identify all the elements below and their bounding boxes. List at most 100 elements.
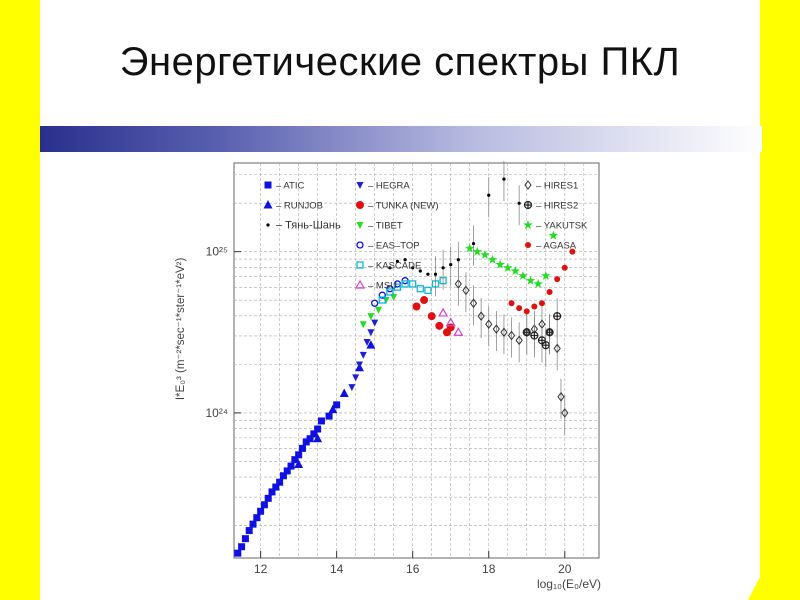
data-point (500, 327, 508, 338)
series-msu (438, 307, 464, 336)
data-point (283, 467, 291, 475)
small-dot-mark (403, 258, 407, 262)
data-point (366, 340, 376, 349)
data-point (352, 374, 360, 382)
data-point (545, 328, 554, 337)
data-point (411, 266, 415, 270)
legend-item: – TIBET (356, 221, 403, 232)
small-dot-mark (487, 193, 491, 197)
data-point (469, 298, 478, 309)
data-point (438, 307, 449, 317)
legend-marker (356, 261, 364, 269)
triangle-mark (328, 404, 338, 414)
data-point (445, 317, 456, 327)
triangle-mark (263, 200, 273, 209)
data-point (302, 438, 310, 446)
legend-label: – HEGRA (368, 181, 410, 192)
circle-open-mark (378, 291, 386, 299)
legend-marker (356, 241, 364, 249)
data-point (569, 248, 576, 255)
data-point (401, 280, 409, 288)
y-axis-label: I*E₀³ (m⁻²*sec⁻¹*ster⁻¹*eV²) (175, 257, 187, 400)
legend-item: – TUNKA (NEW) (356, 201, 439, 212)
square-mark (253, 514, 261, 522)
data-point (238, 543, 246, 551)
square-mark (260, 501, 268, 509)
data-point (409, 280, 417, 288)
title-underline-bar (40, 126, 762, 152)
data-point (507, 330, 516, 341)
small-dot-mark (456, 258, 460, 262)
data-point (420, 296, 429, 305)
dot-mark (516, 305, 523, 312)
dot-mark (554, 276, 561, 283)
star-mark (518, 270, 528, 280)
legend-label: – HIRES1 (536, 181, 578, 192)
legend-marker (524, 180, 532, 190)
data-point (313, 433, 323, 443)
data-point (382, 297, 390, 305)
data-point (516, 305, 523, 312)
triangle-down-mark (356, 182, 364, 189)
data-point (310, 430, 318, 438)
data-point (272, 483, 280, 491)
data-point (508, 300, 515, 307)
data-point (268, 488, 276, 496)
legend-marker (263, 200, 273, 209)
star-mark (465, 243, 475, 253)
data-point (541, 341, 550, 350)
data-point (531, 303, 538, 310)
legend-item: – KASCADE (356, 261, 421, 272)
square-mark (333, 401, 341, 409)
series-тянь-шань (388, 161, 521, 297)
square-mark (302, 438, 310, 446)
y-tick-label: 10²⁵ (206, 245, 228, 259)
series-atic (234, 401, 341, 557)
legend-item: – MSU (354, 279, 397, 292)
square-open-mark (386, 288, 394, 296)
small-dot-mark (517, 201, 521, 205)
circle-open-mark (371, 299, 379, 307)
data-point (412, 302, 421, 311)
data-point (386, 288, 394, 296)
data-point (426, 272, 430, 276)
legend-item: – EAS–TOP (356, 241, 420, 252)
star-mark (503, 262, 513, 272)
square-open-mark (356, 261, 364, 269)
series-hegra (348, 319, 379, 392)
legend-label: – AGASA (536, 241, 577, 252)
triangle-mark (313, 433, 323, 443)
data-point (276, 478, 284, 486)
diamond-open-mark (454, 279, 462, 289)
square-mark (264, 181, 272, 189)
legend-label: – HIRES2 (536, 201, 578, 212)
data-point (523, 308, 530, 315)
square-mark (298, 444, 306, 452)
square-mark (245, 527, 253, 535)
data-point (418, 269, 422, 273)
data-point (371, 319, 379, 327)
star-mark (510, 266, 521, 276)
data-point (471, 242, 476, 246)
x-tick-label: 18 (482, 562, 496, 576)
data-point (492, 324, 500, 334)
axes: 12 14 16 18 20 10²⁴ 10²⁵ log₁₀(E₀/eV) I*E₀³ (m⁻²… (175, 245, 601, 591)
square-open-mark (401, 280, 409, 288)
data-point (557, 391, 565, 402)
small-dot-mark (502, 177, 506, 181)
data-point (525, 275, 536, 285)
square-mark (325, 412, 333, 420)
data-point (477, 311, 485, 321)
diamond-open-mark (462, 285, 470, 296)
square-mark (306, 435, 314, 443)
legend-label: – YAKUTSK (536, 221, 588, 232)
data-point (388, 266, 392, 270)
data-point (480, 249, 490, 259)
dot-mark (538, 300, 545, 307)
data-point (325, 412, 333, 420)
square-mark (249, 520, 257, 528)
star-mark (548, 230, 559, 240)
data-marks (234, 161, 576, 557)
dot-mark (508, 300, 515, 307)
small-dot-mark (395, 259, 400, 263)
